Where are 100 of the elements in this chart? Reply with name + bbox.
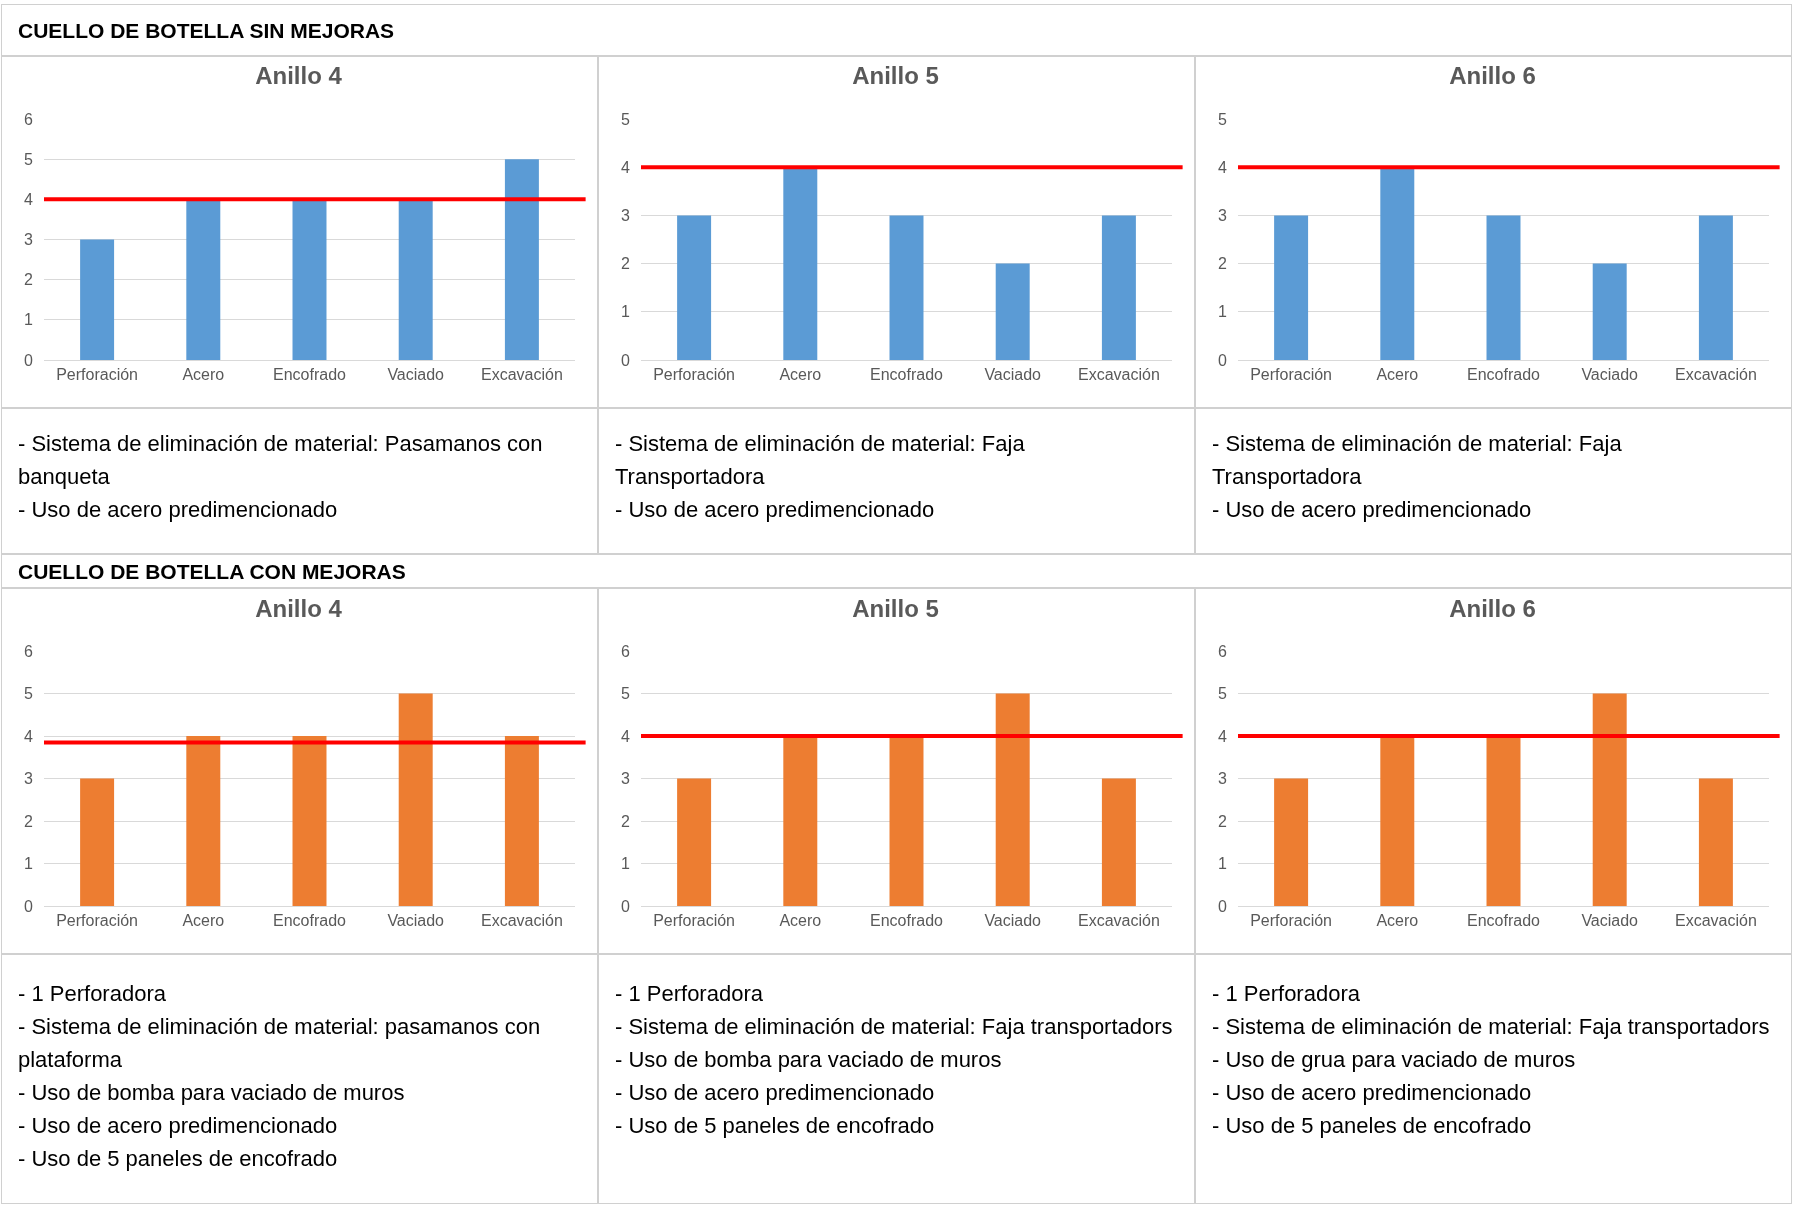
x-tick-label: Excavación	[1674, 366, 1757, 384]
y-tick-label: 4	[621, 727, 631, 745]
bar	[292, 199, 327, 360]
bar	[186, 199, 221, 360]
bar	[504, 159, 539, 360]
text: - Sistema de eliminación de material: Faja Transportadora	[1212, 430, 1623, 491]
y-tick-label: 6	[24, 642, 34, 660]
x-tick-label: Vaciado	[984, 912, 1042, 930]
y-tick-label: 1	[1218, 855, 1228, 873]
y-tick-label: 5	[621, 110, 631, 128]
text: - Uso de acero predimencionado	[615, 496, 936, 524]
x-tick-label: Encofrado	[273, 912, 347, 930]
text: - Uso de acero predimencionado	[18, 1112, 339, 1140]
bar	[1274, 778, 1309, 906]
text: - Uso de acero predimencionado	[18, 496, 339, 524]
chart-title: Anillo 6	[1449, 594, 1536, 622]
x-tick-label: Excavación	[1674, 912, 1757, 930]
y-tick-label: 5	[24, 150, 34, 168]
bar	[80, 778, 115, 906]
x-tick-label: Vaciado	[1581, 912, 1639, 930]
text: - Uso de acero predimencionado	[1212, 1079, 1533, 1107]
y-tick-label: 3	[24, 770, 34, 788]
bar	[783, 167, 818, 360]
bar	[995, 263, 1030, 360]
x-tick-label: Encofrado	[870, 912, 944, 930]
x-tick-label: Vaciado	[387, 366, 445, 384]
chart-title: Anillo 4	[255, 62, 343, 90]
y-tick-label: 4	[1218, 727, 1228, 745]
y-tick-label: 0	[621, 897, 631, 915]
bar	[1101, 778, 1136, 906]
bar	[889, 736, 924, 906]
bar	[1698, 215, 1733, 360]
bar	[677, 215, 712, 360]
text: - Sistema de eliminación de material: Pasamanos con banqueta	[18, 430, 544, 491]
bar	[398, 199, 433, 360]
y-tick-label: 4	[621, 158, 631, 176]
y-tick-label: 0	[24, 351, 34, 369]
chart-title: Anillo 4	[255, 594, 343, 622]
x-tick-label: Excavación	[1077, 366, 1160, 384]
y-tick-label: 6	[1218, 642, 1228, 660]
x-tick-label: Vaciado	[1581, 366, 1639, 384]
y-tick-label: 3	[621, 207, 631, 224]
bar	[1592, 693, 1627, 906]
y-tick-label: 3	[1218, 770, 1228, 788]
y-tick-label: 3	[1218, 207, 1228, 224]
bar	[398, 693, 433, 906]
bar	[1380, 736, 1415, 906]
y-tick-label: 1	[24, 855, 34, 873]
bar	[783, 736, 818, 906]
text: - Uso de acero predimencionado	[615, 1079, 936, 1107]
chart-title: Anillo 5	[852, 594, 939, 622]
x-tick-label: Perforación	[653, 366, 736, 384]
x-tick-label: Encofrado	[1467, 366, 1541, 384]
y-tick-label: 2	[1218, 812, 1228, 830]
y-tick-label: 0	[24, 897, 34, 915]
text: - Uso de bomba para vaciado de muros	[615, 1046, 1003, 1074]
text: - Uso de 5 paneles de encofrado	[615, 1112, 936, 1140]
y-tick-label: 1	[621, 303, 631, 321]
y-tick-label: 5	[1218, 685, 1228, 703]
x-tick-label: Vaciado	[984, 366, 1042, 384]
y-tick-label: 5	[24, 685, 34, 703]
bar	[995, 693, 1030, 906]
chart-title: Anillo 5	[852, 62, 939, 90]
y-tick-label: 6	[621, 642, 631, 660]
text: CUELLO DE BOTELLA SIN MEJORAS	[1, 4, 1792, 56]
y-tick-label: 2	[621, 255, 631, 273]
y-tick-label: 3	[24, 231, 34, 249]
text: - Sistema de eliminación de material: pasamanos con plataforma	[18, 1013, 542, 1074]
y-tick-label: 2	[1218, 255, 1228, 273]
bar	[1101, 215, 1136, 360]
x-tick-label: Perforación	[56, 366, 139, 384]
text: - 1 Perforadora	[18, 980, 167, 1008]
text: CUELLO DE BOTELLA CON MEJORAS	[1, 554, 1792, 588]
text: - 1 Perforadora	[615, 980, 764, 1008]
y-tick-label: 1	[24, 311, 34, 329]
bar	[889, 215, 924, 360]
y-tick-label: 1	[1218, 303, 1228, 321]
x-tick-label: Excavación	[480, 912, 563, 930]
x-tick-label: Encofrado	[273, 366, 347, 384]
text: - Sistema de eliminación de material: Faja Transportadora	[615, 430, 1026, 491]
text: - Uso de 5 paneles de encofrado	[1212, 1112, 1533, 1140]
y-tick-label: 4	[24, 190, 34, 208]
x-tick-label: Acero	[182, 366, 225, 384]
y-tick-label: 0	[1218, 351, 1228, 369]
x-tick-label: Encofrado	[870, 366, 944, 384]
bar	[1486, 736, 1521, 906]
text: - Uso de grua para vaciado de muros	[1212, 1046, 1577, 1074]
text: - Sistema de eliminación de material: Faja transportadors	[615, 1013, 1174, 1041]
y-tick-label: 2	[24, 271, 34, 289]
x-tick-label: Perforación	[56, 912, 139, 930]
bar	[1698, 778, 1733, 906]
y-tick-label: 2	[24, 812, 34, 830]
bar	[292, 736, 327, 906]
bar	[1274, 215, 1309, 360]
x-tick-label: Excavación	[1077, 912, 1160, 930]
x-tick-label: Acero	[1376, 366, 1419, 384]
x-tick-label: Perforación	[653, 912, 736, 930]
bar	[677, 778, 712, 906]
x-tick-label: Perforación	[1250, 912, 1333, 930]
bar	[1486, 215, 1521, 360]
